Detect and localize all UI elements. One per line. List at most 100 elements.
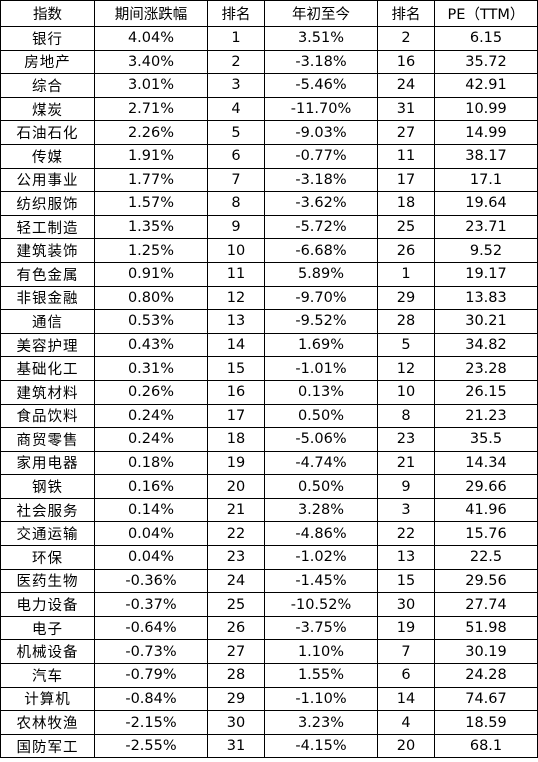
ytd-change-cell: -3.18% xyxy=(264,49,378,75)
period-change-cell: -2.55% xyxy=(94,733,208,759)
period-rank-cell: 3 xyxy=(207,73,265,98)
table-row: 非银金融 0.80% 12 -9.70% 29 13.83 xyxy=(0,285,538,311)
table-row: 机械设备 -0.73% 27 1.10% 7 30.19 xyxy=(0,639,538,665)
period-rank-cell: 7 xyxy=(207,167,265,193)
period-change-cell: 0.04% xyxy=(94,521,208,547)
index-name-cell: 煤炭 xyxy=(0,96,95,122)
pe-ttm-cell: 22.5 xyxy=(434,545,538,570)
header-row: 指数 期间涨跌幅 排名 年初至今 排名 PE（TTM） xyxy=(0,0,538,27)
table-row: 建筑装饰 1.25% 10 -6.68% 26 9.52 xyxy=(0,238,538,263)
table-row: 电力设备 -0.37% 25 -10.52% 30 27.74 xyxy=(0,592,538,617)
period-change-cell: 3.01% xyxy=(94,73,208,98)
pe-ttm-cell: 30.21 xyxy=(434,309,538,334)
ytd-rank-cell: 17 xyxy=(377,167,435,193)
index-name-cell: 食品饮料 xyxy=(0,403,95,429)
period-change-cell: 0.53% xyxy=(94,309,208,334)
index-name-cell: 机械设备 xyxy=(0,639,95,665)
period-change-cell: 4.04% xyxy=(94,26,208,51)
period-rank-cell: 24 xyxy=(207,568,265,594)
table-body: 银行 4.04% 1 3.51% 2 6.15 房地产 3.40% 2 -3.18% 16 35.72… xyxy=(0,26,538,759)
ytd-change-cell: -4.15% xyxy=(264,733,378,759)
table-row: 银行 4.04% 1 3.51% 2 6.15 xyxy=(0,26,538,51)
pe-ttm-cell: 29.66 xyxy=(434,474,538,499)
period-change-cell: 0.80% xyxy=(94,285,208,311)
pe-ttm-cell: 74.67 xyxy=(434,686,538,712)
table-row: 通信 0.53% 13 -9.52% 28 30.21 xyxy=(0,309,538,334)
ytd-rank-cell: 19 xyxy=(377,615,435,641)
pe-ttm-cell: 14.34 xyxy=(434,450,538,476)
index-name-cell: 非银金融 xyxy=(0,285,95,311)
period-change-cell: -0.37% xyxy=(94,592,208,617)
table-row: 综合 3.01% 3 -5.46% 24 42.91 xyxy=(0,73,538,98)
index-name-cell: 轻工制造 xyxy=(0,214,95,240)
index-name-cell: 交通运输 xyxy=(0,521,95,547)
ytd-change-cell: 3.51% xyxy=(264,26,378,51)
ytd-change-cell: -1.10% xyxy=(264,686,378,712)
ytd-change-cell: 0.13% xyxy=(264,379,378,405)
ytd-rank-cell: 8 xyxy=(377,403,435,429)
period-change-cell: 0.24% xyxy=(94,403,208,429)
period-change-cell: 0.26% xyxy=(94,379,208,405)
index-name-cell: 汽车 xyxy=(0,663,95,688)
table-row: 商贸零售 0.24% 18 -5.06% 23 35.5 xyxy=(0,427,538,452)
ytd-change-cell: -9.03% xyxy=(264,120,378,145)
ytd-change-cell: -1.45% xyxy=(264,568,378,594)
period-rank-cell: 20 xyxy=(207,474,265,499)
ytd-rank-cell: 18 xyxy=(377,191,435,216)
index-name-cell: 美容护理 xyxy=(0,332,95,358)
pe-ttm-cell: 23.71 xyxy=(434,214,538,240)
period-change-cell: -2.15% xyxy=(94,710,208,735)
index-name-cell: 计算机 xyxy=(0,686,95,712)
pe-ttm-cell: 21.23 xyxy=(434,403,538,429)
index-name-cell: 纺织服饰 xyxy=(0,191,95,216)
ytd-rank-cell: 28 xyxy=(377,309,435,334)
ytd-rank-cell: 12 xyxy=(377,356,435,381)
pe-ttm-cell: 13.83 xyxy=(434,285,538,311)
pe-ttm-cell: 68.1 xyxy=(434,733,538,759)
index-name-cell: 银行 xyxy=(0,26,95,51)
ytd-change-cell: -9.70% xyxy=(264,285,378,311)
ytd-rank-cell: 11 xyxy=(377,143,435,169)
period-rank-cell: 8 xyxy=(207,191,265,216)
period-rank-cell: 30 xyxy=(207,710,265,735)
ytd-rank-cell: 5 xyxy=(377,332,435,358)
ytd-change-cell: -3.62% xyxy=(264,191,378,216)
period-rank-cell: 16 xyxy=(207,379,265,405)
ytd-change-cell: -4.74% xyxy=(264,450,378,476)
ytd-rank-cell: 21 xyxy=(377,450,435,476)
table-row: 交通运输 0.04% 22 -4.86% 22 15.76 xyxy=(0,521,538,547)
pe-ttm-cell: 24.28 xyxy=(434,663,538,688)
pe-ttm-cell: 35.72 xyxy=(434,49,538,75)
period-rank-cell: 4 xyxy=(207,96,265,122)
period-rank-cell: 12 xyxy=(207,285,265,311)
table-row: 环保 0.04% 23 -1.02% 13 22.5 xyxy=(0,545,538,570)
ytd-rank-cell: 26 xyxy=(377,238,435,263)
pe-ttm-cell: 6.15 xyxy=(434,26,538,51)
ytd-change-cell: 3.28% xyxy=(264,497,378,523)
ytd-change-cell: 0.50% xyxy=(264,474,378,499)
index-name-cell: 钢铁 xyxy=(0,474,95,499)
period-rank-cell: 19 xyxy=(207,450,265,476)
ytd-rank-cell: 10 xyxy=(377,379,435,405)
table-row: 医药生物 -0.36% 24 -1.45% 15 29.56 xyxy=(0,568,538,594)
period-rank-cell: 6 xyxy=(207,143,265,169)
pe-ttm-cell: 19.64 xyxy=(434,191,538,216)
period-change-cell: 0.91% xyxy=(94,261,208,287)
ytd-rank-cell: 30 xyxy=(377,592,435,617)
header-ytd-rank: 排名 xyxy=(377,0,435,27)
index-name-cell: 建筑装饰 xyxy=(0,238,95,263)
ytd-change-cell: -4.86% xyxy=(264,521,378,547)
ytd-change-cell: 1.10% xyxy=(264,639,378,665)
period-rank-cell: 14 xyxy=(207,332,265,358)
ytd-change-cell: 1.55% xyxy=(264,663,378,688)
pe-ttm-cell: 19.17 xyxy=(434,261,538,287)
ytd-change-cell: -5.72% xyxy=(264,214,378,240)
pe-ttm-cell: 26.15 xyxy=(434,379,538,405)
period-rank-cell: 22 xyxy=(207,521,265,547)
table-row: 房地产 3.40% 2 -3.18% 16 35.72 xyxy=(0,49,538,75)
period-rank-cell: 2 xyxy=(207,49,265,75)
period-change-cell: 0.24% xyxy=(94,427,208,452)
table-row: 汽车 -0.79% 28 1.55% 6 24.28 xyxy=(0,663,538,688)
index-name-cell: 建筑材料 xyxy=(0,379,95,405)
pe-ttm-cell: 29.56 xyxy=(434,568,538,594)
